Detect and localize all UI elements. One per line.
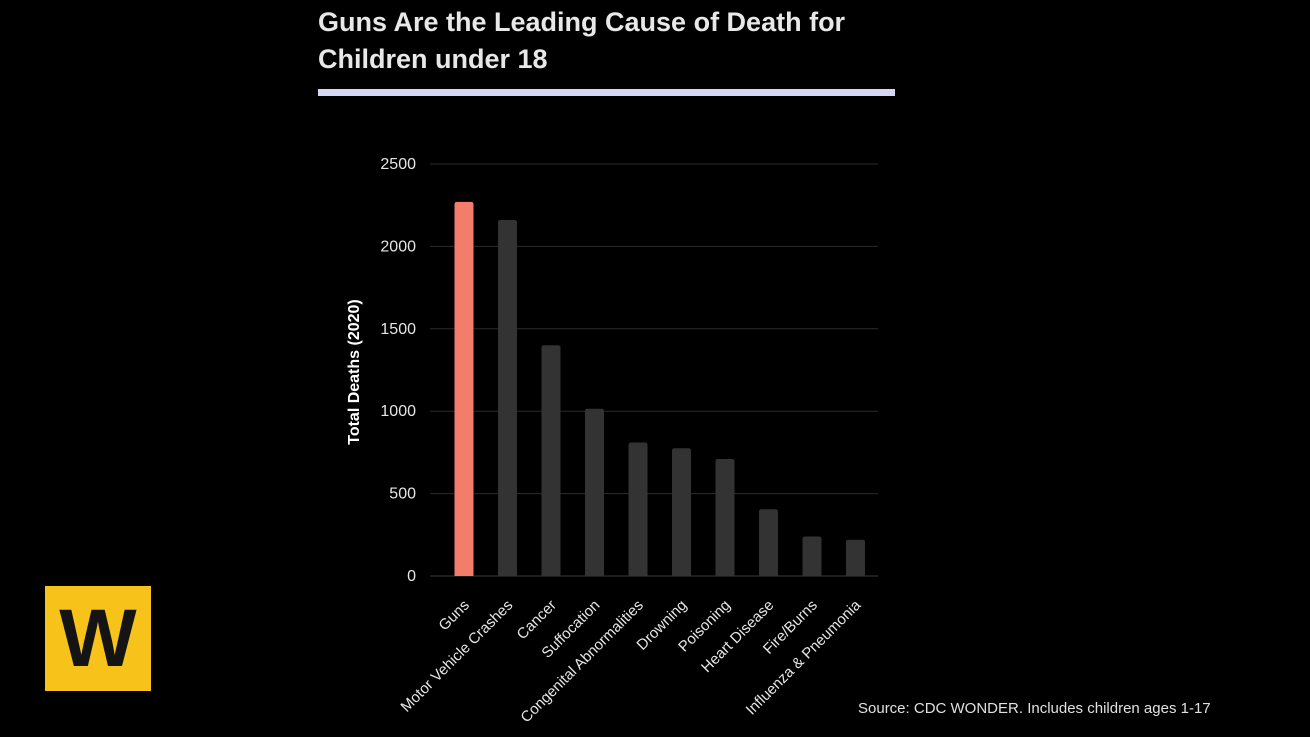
chart-title: Guns Are the Leading Cause of Death for … xyxy=(318,7,846,74)
bar xyxy=(715,458,735,576)
bar xyxy=(672,448,691,576)
y-tick-label: 1000 xyxy=(380,403,416,420)
y-axis-label: Total Deaths (2020) xyxy=(346,299,363,445)
y-tick-label: 0 xyxy=(407,568,416,585)
bar xyxy=(759,509,778,576)
bar xyxy=(498,220,517,577)
bar xyxy=(454,201,474,577)
title-underline xyxy=(318,89,895,96)
bar xyxy=(628,442,648,576)
bar xyxy=(802,536,822,576)
y-tick-label: 500 xyxy=(389,486,416,503)
bar xyxy=(585,408,604,576)
bar xyxy=(846,539,865,576)
x-category-label: Guns xyxy=(435,597,472,634)
source-note: Source: CDC WONDER. Includes children ag… xyxy=(858,700,1211,717)
bar xyxy=(541,345,561,576)
y-tick-label: 2500 xyxy=(380,156,416,173)
brand-logo-letter: W xyxy=(59,593,137,684)
y-tick-label: 1500 xyxy=(380,321,416,338)
y-tick-label: 2000 xyxy=(380,238,416,255)
brand-logo: W xyxy=(45,586,151,691)
